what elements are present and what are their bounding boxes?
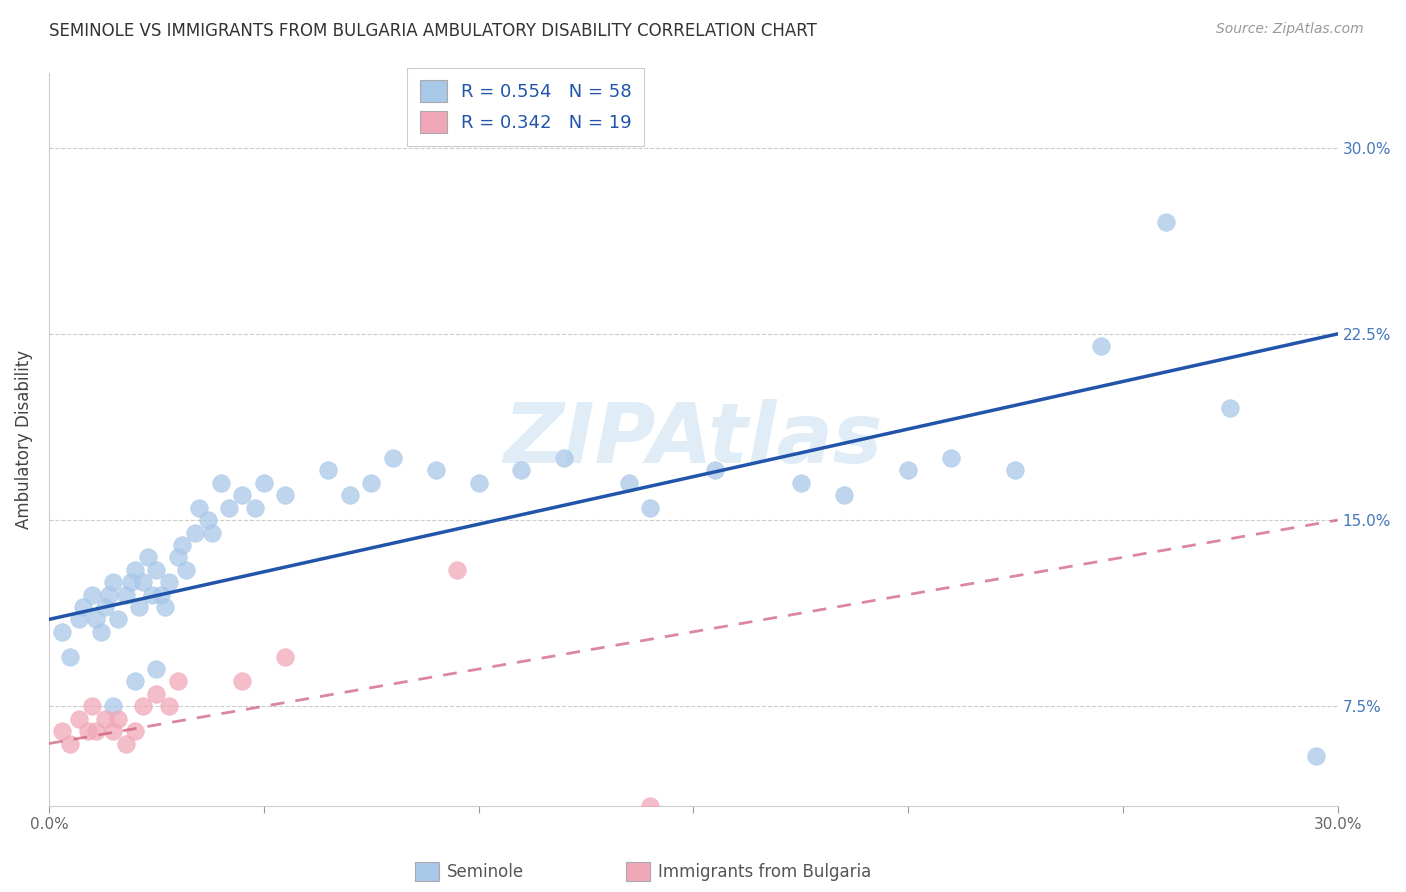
Point bbox=[188, 500, 211, 515]
Point bbox=[120, 575, 142, 590]
Point bbox=[253, 475, 276, 490]
Point bbox=[176, 563, 198, 577]
Point bbox=[184, 525, 207, 540]
Point bbox=[67, 612, 90, 626]
Text: ZIPAtlas: ZIPAtlas bbox=[503, 399, 883, 480]
Point bbox=[446, 563, 468, 577]
Point bbox=[80, 588, 103, 602]
Point bbox=[166, 674, 188, 689]
Point bbox=[467, 475, 489, 490]
Point bbox=[107, 612, 129, 626]
Point bbox=[80, 699, 103, 714]
Point bbox=[157, 575, 180, 590]
Point bbox=[51, 724, 73, 739]
Point bbox=[107, 712, 129, 726]
Point bbox=[115, 737, 138, 751]
Point bbox=[124, 724, 146, 739]
Point bbox=[132, 699, 155, 714]
Point bbox=[201, 525, 224, 540]
Point bbox=[72, 599, 94, 614]
Point bbox=[115, 588, 138, 602]
Point bbox=[274, 488, 297, 502]
Point bbox=[789, 475, 811, 490]
Point bbox=[209, 475, 232, 490]
Point bbox=[231, 488, 253, 502]
Point bbox=[149, 588, 172, 602]
Point bbox=[939, 450, 962, 465]
Point bbox=[425, 463, 447, 477]
Point bbox=[510, 463, 533, 477]
Point bbox=[145, 563, 167, 577]
Point bbox=[339, 488, 361, 502]
Point bbox=[897, 463, 920, 477]
Point bbox=[84, 612, 107, 626]
Point bbox=[617, 475, 640, 490]
Point bbox=[243, 500, 266, 515]
Point bbox=[76, 724, 98, 739]
Point bbox=[197, 513, 219, 527]
Point bbox=[145, 662, 167, 676]
Y-axis label: Ambulatory Disability: Ambulatory Disability bbox=[15, 350, 32, 529]
Point bbox=[274, 649, 297, 664]
Point bbox=[67, 712, 90, 726]
Point bbox=[1219, 401, 1241, 416]
Point bbox=[124, 563, 146, 577]
Point bbox=[1154, 215, 1177, 229]
Point bbox=[59, 737, 82, 751]
Point bbox=[103, 575, 125, 590]
Point bbox=[145, 687, 167, 701]
Point bbox=[157, 699, 180, 714]
Point bbox=[640, 500, 662, 515]
Point bbox=[136, 550, 159, 565]
Point bbox=[218, 500, 240, 515]
Point bbox=[832, 488, 855, 502]
Text: SEMINOLE VS IMMIGRANTS FROM BULGARIA AMBULATORY DISABILITY CORRELATION CHART: SEMINOLE VS IMMIGRANTS FROM BULGARIA AMB… bbox=[49, 22, 817, 40]
Point bbox=[1090, 339, 1112, 353]
Point bbox=[381, 450, 404, 465]
Point bbox=[640, 798, 662, 813]
Point bbox=[103, 699, 125, 714]
Point bbox=[172, 538, 194, 552]
Point bbox=[89, 624, 111, 639]
Legend: R = 0.554   N = 58, R = 0.342   N = 19: R = 0.554 N = 58, R = 0.342 N = 19 bbox=[408, 68, 644, 146]
Point bbox=[166, 550, 188, 565]
Point bbox=[59, 649, 82, 664]
Point bbox=[703, 463, 725, 477]
Point bbox=[1305, 748, 1327, 763]
Point bbox=[231, 674, 253, 689]
Point bbox=[128, 599, 150, 614]
Point bbox=[51, 624, 73, 639]
Text: Source: ZipAtlas.com: Source: ZipAtlas.com bbox=[1216, 22, 1364, 37]
Point bbox=[103, 724, 125, 739]
Point bbox=[124, 674, 146, 689]
Point bbox=[141, 588, 163, 602]
Point bbox=[132, 575, 155, 590]
Point bbox=[94, 599, 117, 614]
Point bbox=[84, 724, 107, 739]
Point bbox=[1004, 463, 1026, 477]
Point bbox=[98, 588, 121, 602]
Point bbox=[94, 712, 117, 726]
Point bbox=[360, 475, 382, 490]
Text: Immigrants from Bulgaria: Immigrants from Bulgaria bbox=[658, 863, 872, 881]
Text: Seminole: Seminole bbox=[447, 863, 524, 881]
Point bbox=[553, 450, 575, 465]
Point bbox=[153, 599, 176, 614]
Point bbox=[316, 463, 339, 477]
